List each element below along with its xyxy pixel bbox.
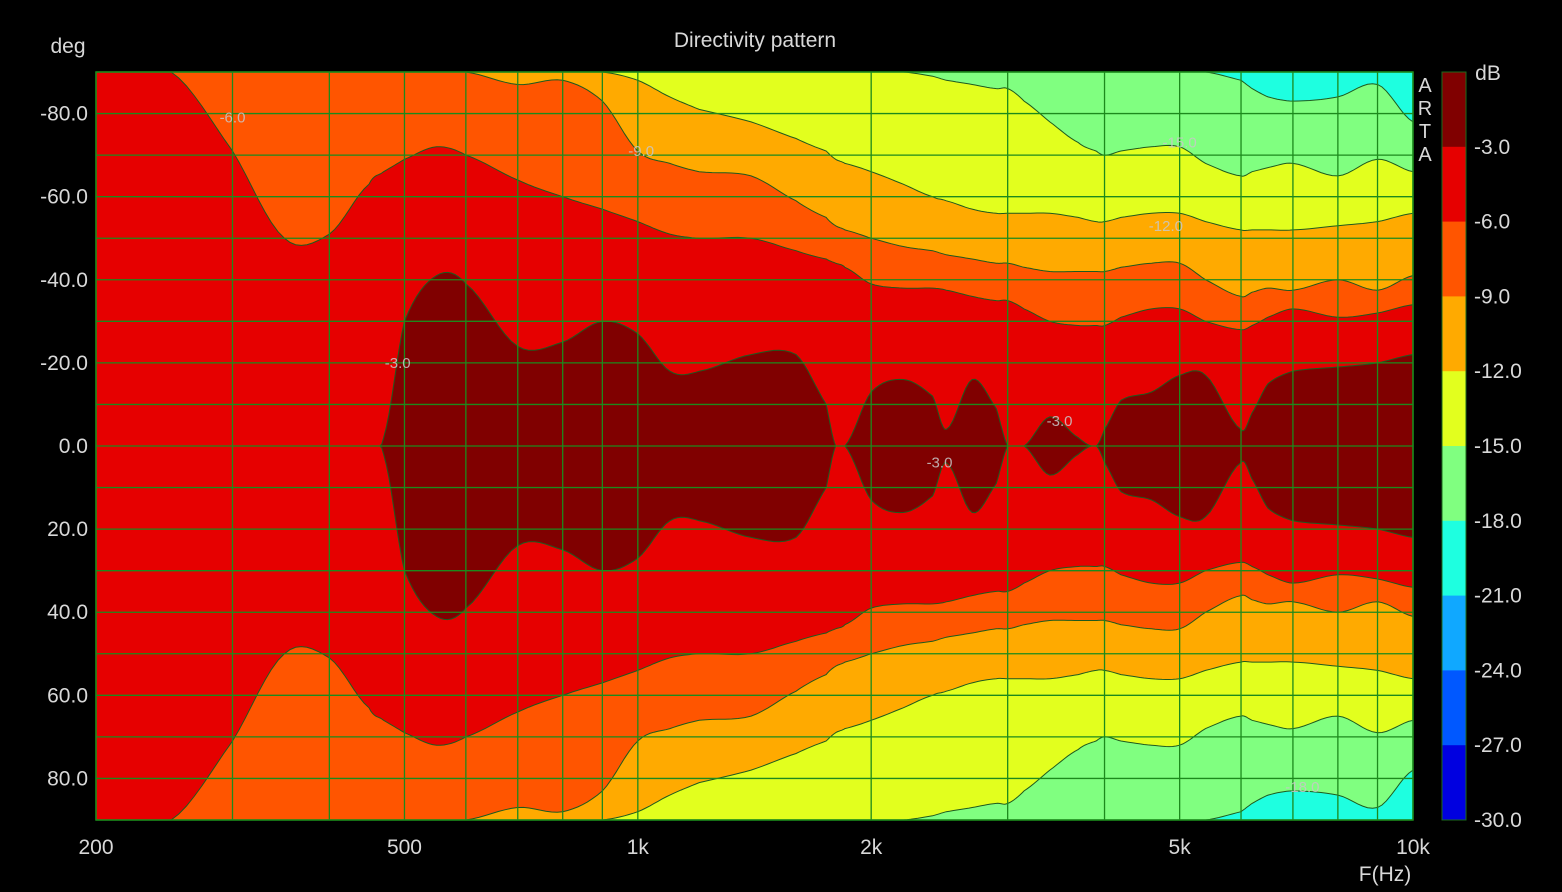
colorbar-swatch (1442, 296, 1466, 372)
y-tick-label: 60.0 (47, 684, 88, 707)
contour-label: -12.0 (1149, 218, 1183, 235)
x-tick-labels: 200 500 1k 2k 5k 10k (78, 836, 1430, 859)
watermark-letter: A (1418, 144, 1432, 166)
x-tick-label: 500 (387, 836, 422, 859)
contour-label: -3.0 (1047, 413, 1073, 430)
y-tick-labels: -80.0 -60.0 -40.0 -20.0 0.0 20.0 40.0 60.0 80.0 (40, 103, 88, 791)
x-tick-label: 1k (627, 836, 650, 859)
x-tick-label: 200 (78, 836, 113, 859)
colorbar: -3.0 -6.0 -9.0 -12.0 -15.0 -18.0 -21.0 -24.0 -27… (1441, 71, 1522, 832)
colorbar-tick-label: -3.0 (1474, 136, 1510, 159)
contour-label: -6.0 (220, 110, 246, 127)
contour-label: -3.0 (927, 455, 953, 472)
y-tick-label: -20.0 (40, 352, 88, 375)
y-tick-label: 80.0 (47, 767, 88, 790)
colorbar-tick-label: -12.0 (1474, 360, 1522, 383)
colorbar-swatch (1442, 446, 1466, 522)
grid (95, 71, 1414, 821)
y-tick-label: 0.0 (59, 435, 88, 458)
colorbar-border (1441, 71, 1467, 821)
contour-label: -9.0 (628, 143, 654, 160)
colorbar-swatch (1442, 72, 1466, 148)
y-tick-label: 40.0 (47, 601, 88, 624)
colorbar-tick-label: -18.0 (1474, 510, 1522, 533)
x-tick-label: 5k (1169, 836, 1192, 859)
x-tick-label: 2k (860, 836, 883, 859)
y-tick-label: -80.0 (40, 103, 88, 126)
colorbar-swatch (1442, 146, 1466, 223)
y-tick-label: 20.0 (47, 518, 88, 541)
colorbar-tick-label: -24.0 (1474, 659, 1522, 682)
colorbar-swatch (1442, 520, 1466, 597)
x-axis-label: F(Hz) (1359, 863, 1411, 886)
contour-label: -15.0 (1163, 135, 1197, 152)
colorbar-tick-label: -6.0 (1474, 211, 1510, 234)
watermark-letter: R (1418, 98, 1432, 120)
plot-border (95, 71, 1414, 821)
colorbar-tick-label: -9.0 (1474, 285, 1510, 308)
colorbar-tick-label: -30.0 (1474, 809, 1522, 832)
colorbar-swatch (1442, 595, 1466, 671)
colorbar-tick-label: -15.0 (1474, 435, 1522, 458)
colorbar-tick-label: -21.0 (1474, 585, 1522, 608)
colorbar-swatch (1442, 221, 1466, 297)
colorbar-swatch (1442, 371, 1466, 447)
contour-labels: -6.0 -9.0 -15.0 -12.0 -3.0 -3.0 -3.0 -18.0 (220, 110, 1320, 796)
colorbar-tick-label: -27.0 (1474, 734, 1522, 757)
x-tick-label: 10k (1396, 836, 1430, 859)
chart-title: Directivity pattern (674, 29, 836, 52)
y-axis-label: deg (50, 35, 85, 58)
watermark-letter: A (1418, 75, 1432, 97)
colorbar-label: dB (1475, 62, 1501, 85)
watermark-letter: T (1419, 121, 1431, 143)
colorbar-swatch (1442, 745, 1466, 821)
y-tick-label: -40.0 (40, 269, 88, 292)
colorbar-swatch (1442, 670, 1466, 746)
contour-label: -18.0 (1285, 779, 1319, 796)
contour-label: -3.0 (385, 355, 411, 372)
y-tick-label: -60.0 (40, 186, 88, 209)
